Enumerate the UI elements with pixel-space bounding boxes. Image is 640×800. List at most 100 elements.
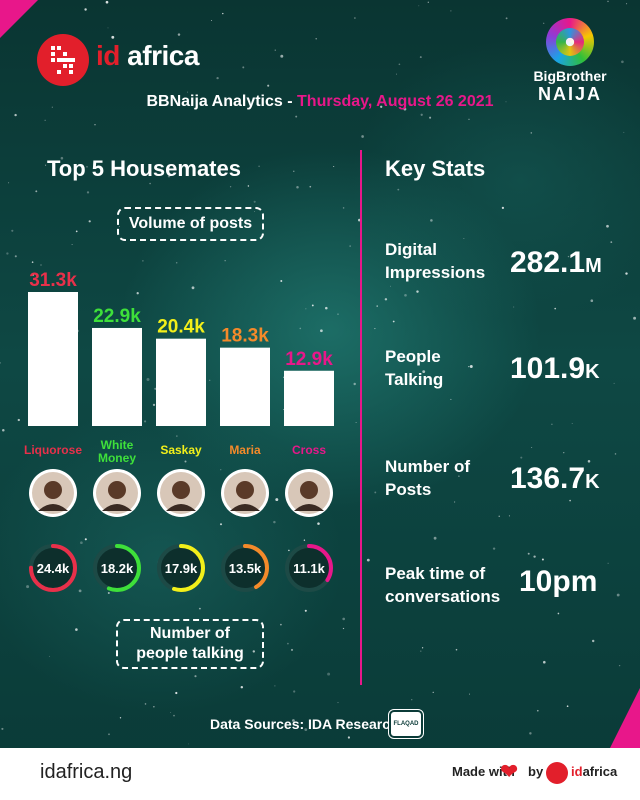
star	[404, 293, 407, 297]
star	[144, 703, 147, 705]
star	[420, 113, 423, 116]
star	[398, 63, 401, 66]
gauge-value-label: 18.2k	[101, 561, 134, 576]
stat-value-impressions: 282.1M	[510, 246, 602, 279]
star	[492, 547, 496, 550]
stat-value-peak-time: 10pm	[519, 565, 598, 598]
idafrica-wordmark: id africa	[96, 40, 199, 71]
star	[349, 245, 351, 247]
star	[177, 33, 181, 36]
key-stats-title: Key Stats	[385, 156, 486, 181]
star	[111, 35, 115, 39]
star	[315, 38, 317, 40]
bar-1	[92, 327, 142, 426]
star	[450, 10, 452, 12]
bar-4	[284, 370, 334, 426]
star	[455, 648, 458, 651]
star	[376, 305, 378, 307]
avatar-face	[172, 481, 190, 499]
star	[173, 714, 175, 717]
star	[530, 132, 533, 134]
star	[14, 255, 17, 258]
star	[2, 429, 5, 432]
star	[541, 558, 544, 561]
star	[361, 135, 364, 138]
star	[469, 365, 473, 368]
star	[119, 717, 122, 719]
avatar-body	[38, 504, 68, 511]
star	[607, 562, 609, 564]
star	[430, 219, 433, 222]
star	[566, 705, 569, 708]
star	[293, 690, 296, 693]
star	[536, 709, 539, 712]
star	[563, 452, 565, 454]
star	[347, 736, 350, 739]
star	[11, 229, 14, 232]
pink-corner-accent	[0, 0, 38, 38]
star	[75, 230, 78, 233]
gauge-arc	[157, 544, 205, 592]
star	[253, 200, 256, 203]
star	[551, 423, 553, 426]
star	[290, 648, 294, 651]
star	[429, 116, 432, 119]
star	[35, 190, 38, 193]
stat-label-posts: Number of Posts	[385, 457, 470, 499]
star	[374, 328, 376, 330]
star	[633, 316, 637, 320]
page-subtitle: BBNaija Analytics - Thursday, August 26 …	[146, 93, 494, 110]
idafrica-mini-logo-icon	[546, 762, 568, 784]
star	[333, 165, 335, 168]
footer-idafrica-wordmark: idafrica	[571, 764, 618, 779]
gauge-arc	[285, 544, 333, 592]
star	[216, 76, 219, 80]
people-talking-label-line2: people talking	[136, 645, 244, 662]
star	[71, 243, 73, 246]
idafrica-logo-icon	[37, 34, 89, 86]
footer-url-link[interactable]: idafrica.ng	[40, 761, 133, 783]
stat-label-impressions: Digital Impressions	[385, 240, 486, 282]
category-label: Maria	[229, 443, 261, 457]
star	[355, 421, 357, 424]
star	[427, 1, 429, 3]
star	[0, 362, 1, 364]
star	[432, 691, 434, 694]
gauge-arc	[93, 544, 141, 592]
bar-3	[220, 347, 270, 426]
stat-label-peak-time: Peak time of conversations	[385, 564, 501, 606]
star	[105, 0, 109, 4]
pink-corner-accent-right	[610, 688, 640, 748]
star	[626, 3, 628, 5]
star	[396, 73, 397, 75]
star	[175, 691, 178, 695]
star	[618, 664, 621, 667]
star	[505, 17, 508, 20]
bar-value-label: 18.3k	[221, 326, 269, 347]
star	[616, 593, 620, 597]
star	[274, 685, 276, 687]
star	[623, 131, 625, 133]
top-housemates-title: Top 5 Housemates	[47, 156, 241, 181]
avatar-face	[300, 481, 318, 499]
star	[267, 84, 270, 87]
star	[222, 12, 224, 15]
category-label: White Money	[98, 438, 136, 465]
star	[274, 49, 276, 51]
star	[86, 191, 90, 194]
star	[194, 675, 197, 678]
star	[468, 118, 470, 120]
bar-value-label: 20.4k	[157, 317, 205, 338]
star	[613, 382, 615, 384]
star	[621, 60, 624, 64]
star	[45, 164, 47, 166]
star	[287, 642, 289, 645]
star	[296, 185, 299, 189]
bbnaija-logo-bottom: NAIJA	[537, 84, 602, 104]
bbnaija-logo-top: BigBrother	[533, 68, 607, 84]
star	[327, 672, 331, 676]
bbnaija-logo: BigBrother NAIJA	[520, 18, 620, 104]
subtitle-date: Thursday, August 26 2021	[297, 93, 494, 110]
star	[170, 712, 172, 713]
